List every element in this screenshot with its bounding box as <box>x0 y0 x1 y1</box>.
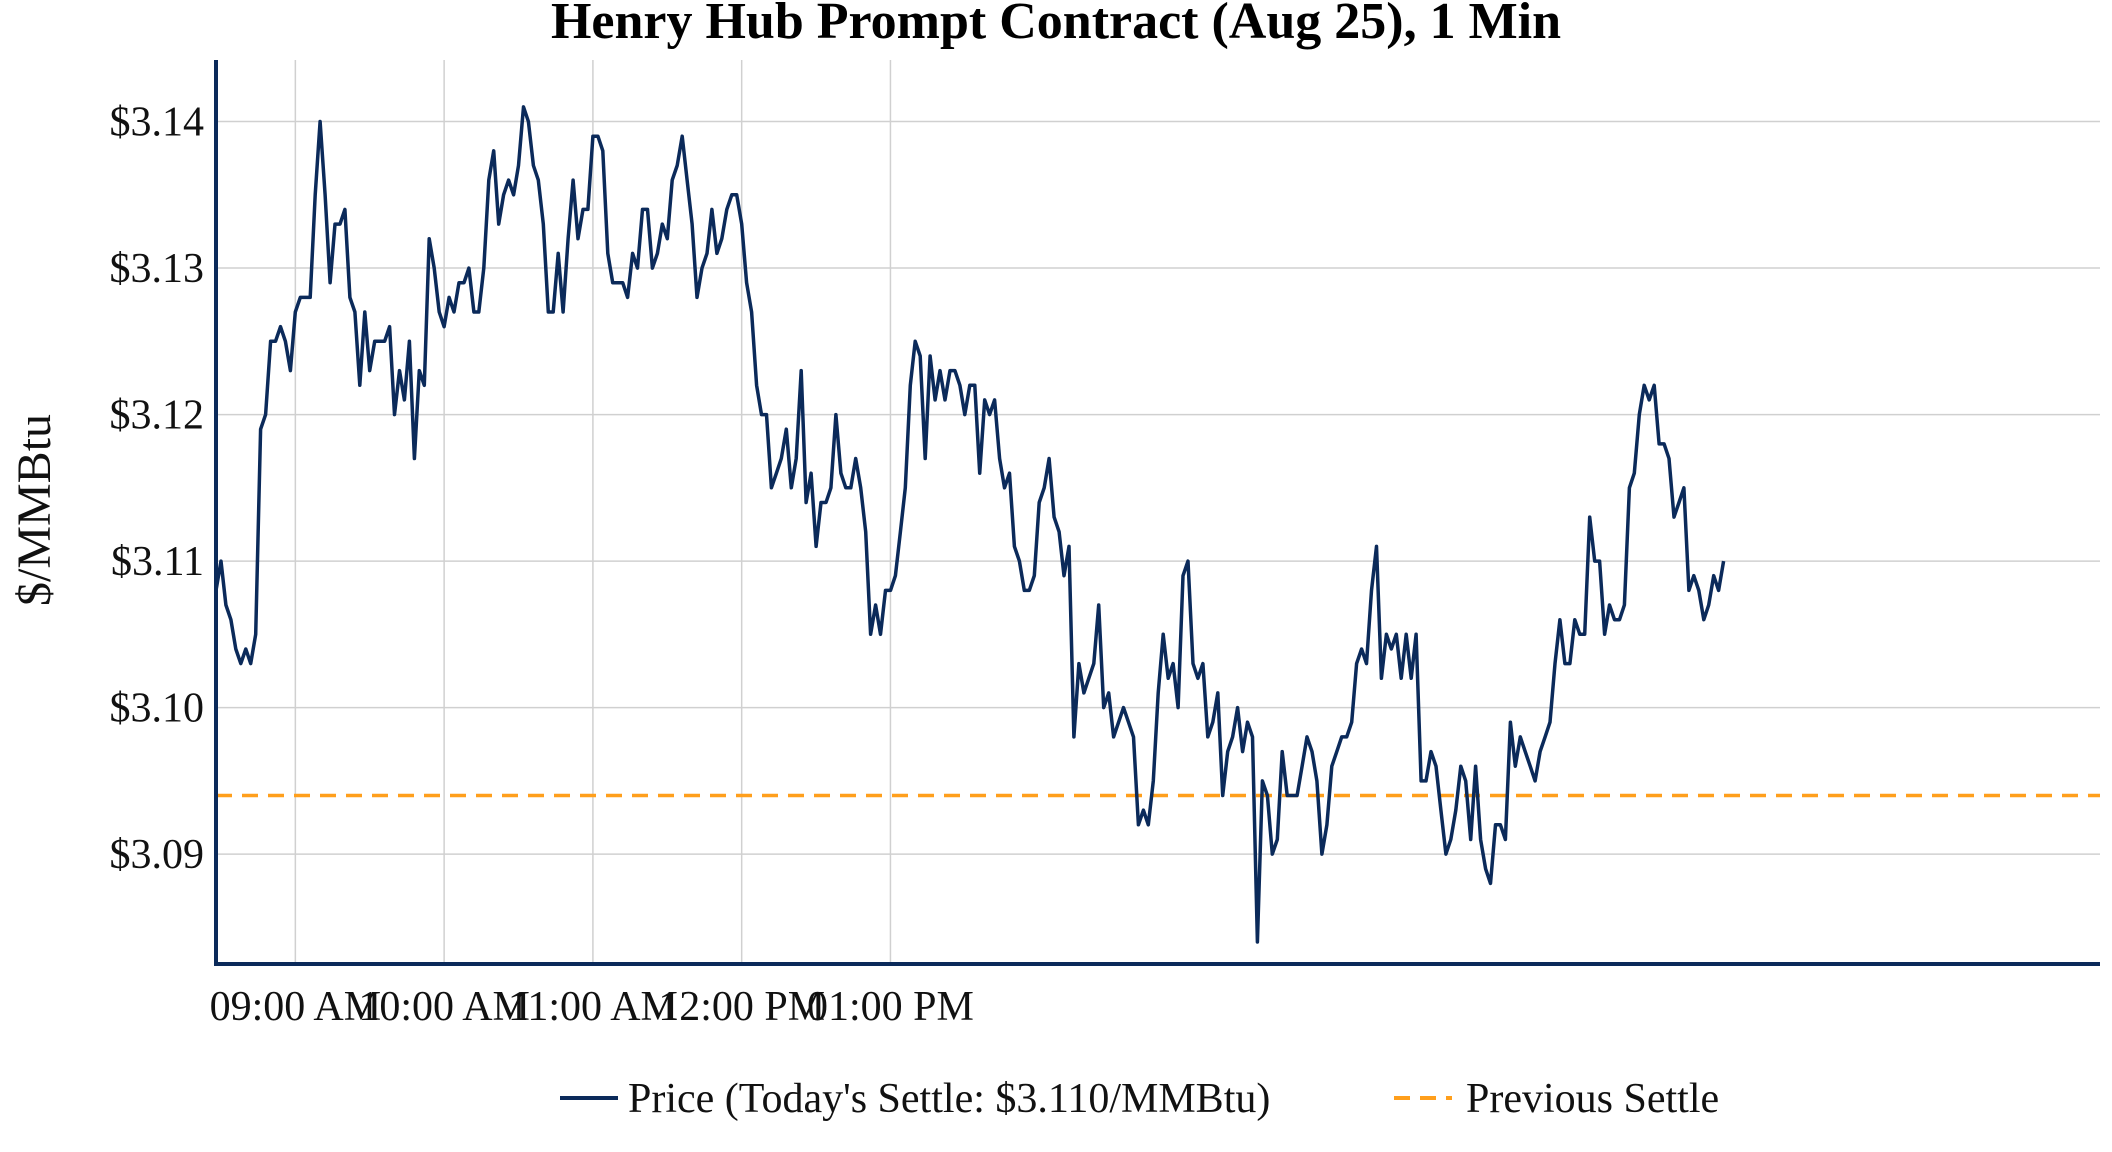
y-tick-label: $3.11 <box>111 539 204 585</box>
legend: Price (Today's Settle: $3.110/MMBtu) Pre… <box>560 1076 1719 1122</box>
legend-settle-label: Previous Settle <box>1466 1076 1719 1122</box>
grid-layer <box>216 60 2100 964</box>
chart-title: Henry Hub Prompt Contract (Aug 25), 1 Mi… <box>551 0 1561 50</box>
x-tick-label: 09:00 AM <box>210 984 382 1030</box>
y-axis-label: $/MMBtu <box>8 414 61 606</box>
y-tick-label: $3.14 <box>110 100 205 146</box>
axis-layer <box>214 60 2100 966</box>
x-tick-label: 12:00 PM <box>658 984 825 1030</box>
y-tick-label: $3.09 <box>110 832 205 878</box>
price-series-line <box>214 105 1726 944</box>
y-tick-label: $3.10 <box>110 686 205 732</box>
legend-price-label: Price (Today's Settle: $3.110/MMBtu) <box>628 1076 1270 1122</box>
y-tick-label: $3.13 <box>110 246 205 292</box>
series-layer <box>214 105 1726 944</box>
y-tick-labels: $3.09 $3.10 $3.11 $3.12 $3.13 $3.14 <box>110 100 205 879</box>
x-tick-label: 10:00 AM <box>358 984 530 1030</box>
x-tick-label: 11:00 AM <box>508 984 678 1030</box>
y-tick-label: $3.12 <box>110 393 205 439</box>
x-tick-label: 01:00 PM <box>807 984 974 1030</box>
